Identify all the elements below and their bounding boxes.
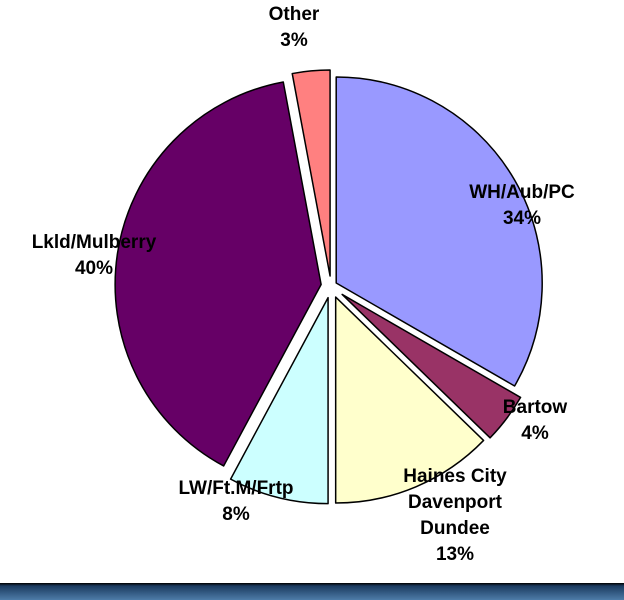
slice-label-line: 40% [75, 258, 113, 279]
slice-label-line: Bartow [503, 397, 568, 418]
slice-label-line: 34% [503, 208, 541, 229]
pie-slice-0 [335, 76, 543, 387]
slice-label-line: 13% [436, 544, 474, 565]
slice-label-2: Haines City Davenport Dundee 13% [403, 466, 507, 565]
pie-slice-1 [341, 293, 522, 439]
slice-label-4: Lkld/Mulberry 40% [32, 232, 157, 279]
pie-slices [114, 69, 543, 505]
slice-label-5: Other 3% [269, 4, 320, 51]
slice-label-line: Other [269, 4, 320, 25]
slice-label-line: Lkld/Mulberry [32, 232, 157, 253]
slice-label-3: LW/Ft.M/Frtp 8% [178, 478, 293, 525]
slice-label-0: WH/Aub/PC 34% [469, 182, 575, 229]
pie-slice-3 [229, 296, 329, 505]
slice-label-line: 8% [222, 504, 250, 525]
slice-label-line: LW/Ft.M/Frtp [178, 478, 293, 499]
pie-slice-4 [114, 81, 322, 467]
slice-label-line: Davenport [408, 492, 503, 513]
slice-label-line: Haines City [403, 466, 507, 487]
pie-slice-5 [291, 69, 331, 277]
pie-labels: WH/Aub/PC 34% Bartow 4% Haines City Davenport… [32, 4, 575, 565]
slice-label-line: 3% [280, 30, 308, 51]
bottom-bar [0, 583, 624, 600]
slice-label-line: WH/Aub/PC [469, 182, 575, 203]
slice-label-1: Bartow 4% [503, 397, 568, 444]
pie-slice-2 [334, 296, 485, 504]
slice-label-line: Dundee [420, 518, 490, 539]
slice-label-line: 4% [521, 423, 549, 444]
